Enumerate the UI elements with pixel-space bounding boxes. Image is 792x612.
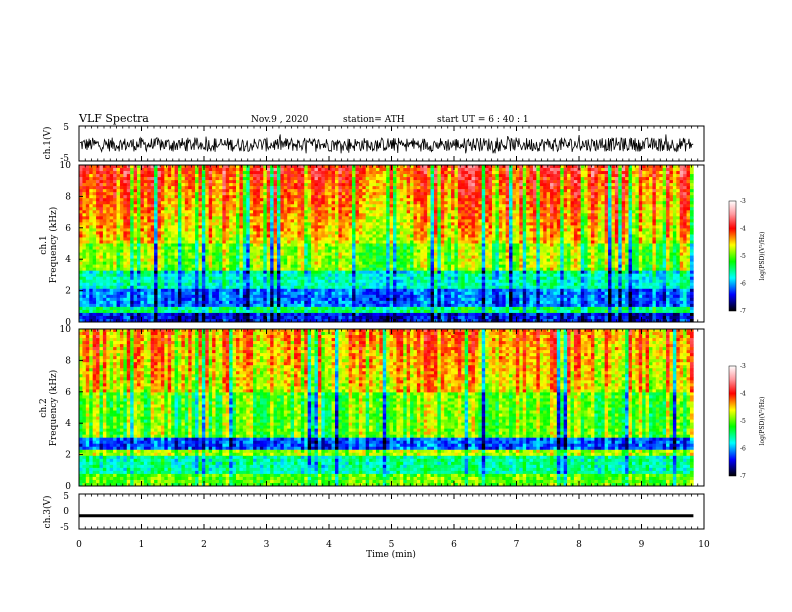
x-tick-label: 5 bbox=[389, 540, 395, 550]
colorbar-tick: -3 bbox=[740, 198, 746, 205]
colorbar-tick: -4 bbox=[740, 226, 746, 233]
spec-ytick: 4 bbox=[65, 255, 71, 265]
station-label: station= ATH bbox=[343, 115, 405, 125]
colorbar-tick: -5 bbox=[740, 253, 746, 260]
ch2-spec-ylabel-channel: ch.2 bbox=[39, 398, 49, 417]
x-tick-label: 9 bbox=[639, 540, 645, 550]
x-tick-label: 0 bbox=[76, 540, 82, 550]
spec-ytick: 8 bbox=[65, 192, 71, 202]
spec-ytick: 10 bbox=[60, 325, 72, 335]
ch1-spectrogram-image bbox=[79, 165, 704, 323]
colorbar-tick: -5 bbox=[740, 418, 746, 425]
x-tick-label: 1 bbox=[139, 540, 145, 550]
start-time-label: start UT = 6 : 40 : 1 bbox=[437, 115, 529, 125]
date-label: Nov.9 , 2020 bbox=[251, 115, 309, 125]
ch3-ytick-0: 0 bbox=[63, 507, 69, 517]
spec-ytick: 2 bbox=[65, 287, 71, 297]
ch3-waveform-frame bbox=[78, 493, 705, 530]
x-tick-label: 6 bbox=[451, 540, 457, 550]
colorbar-tick: -7 bbox=[740, 473, 746, 480]
x-tick-label: 10 bbox=[698, 540, 710, 550]
ch3-ytick-minus5: -5 bbox=[60, 523, 69, 533]
ch1-colorbar bbox=[728, 200, 737, 312]
ch1-waveform-panel: 5 -5 ch.1(V) bbox=[42, 123, 705, 164]
x-axis-label: Time (min) bbox=[366, 549, 416, 560]
spec-ytick: 4 bbox=[65, 419, 71, 429]
spec-ytick: 8 bbox=[65, 356, 71, 366]
ch1-colorbar-label: log(PSD)(V²/Hz) bbox=[759, 232, 766, 281]
x-tick-label: 2 bbox=[201, 540, 207, 550]
ch2-colorbar bbox=[728, 365, 737, 477]
ch3-ylabel: ch.3(V) bbox=[42, 496, 53, 529]
spec-ytick: 0 bbox=[65, 482, 71, 492]
ch2-spectrogram-image bbox=[79, 329, 704, 487]
spec-ytick: 6 bbox=[65, 388, 71, 398]
x-tick-label: 8 bbox=[576, 540, 582, 550]
figure-title: VLF Spectra bbox=[78, 112, 149, 125]
x-tick-label: 3 bbox=[264, 540, 270, 550]
colorbar-tick: -4 bbox=[740, 391, 746, 398]
x-tick-label: 4 bbox=[326, 540, 332, 550]
colorbar-tick: -7 bbox=[740, 308, 746, 315]
x-axis: 0 1 2 3 4 5 6 7 8 9 10 bbox=[76, 126, 710, 550]
spec-ytick: 6 bbox=[65, 224, 71, 234]
ch1-waveform-line bbox=[79, 134, 694, 154]
colorbar-tick: -6 bbox=[740, 446, 746, 453]
ch1-ytick-5: 5 bbox=[63, 123, 69, 133]
ch1-waveform-frame bbox=[78, 125, 705, 162]
ch1-ylabel: ch.1(V) bbox=[42, 127, 53, 160]
spec-ytick: 10 bbox=[60, 161, 72, 171]
ch1-ytick-minus5: -5 bbox=[60, 154, 69, 164]
spec-ytick: 0 bbox=[65, 318, 71, 328]
colorbar-tick: -3 bbox=[740, 363, 746, 370]
ch1-spec-ylabel-frequency: Frequency (kHz) bbox=[48, 207, 59, 284]
x-tick-label: 7 bbox=[514, 540, 520, 550]
spec-ytick: 2 bbox=[65, 451, 71, 461]
ch3-waveform-panel: 5 0 -5 ch.3(V) bbox=[42, 492, 705, 533]
ch1-spec-ylabel-channel: ch.1 bbox=[39, 235, 49, 254]
colorbar-tick: -6 bbox=[740, 281, 746, 288]
ch2-colorbar-label: log(PSD)(V²/Hz) bbox=[759, 397, 766, 446]
ch3-ytick-5: 5 bbox=[63, 492, 69, 502]
ch2-spec-ylabel-frequency: Frequency (kHz) bbox=[48, 370, 59, 447]
